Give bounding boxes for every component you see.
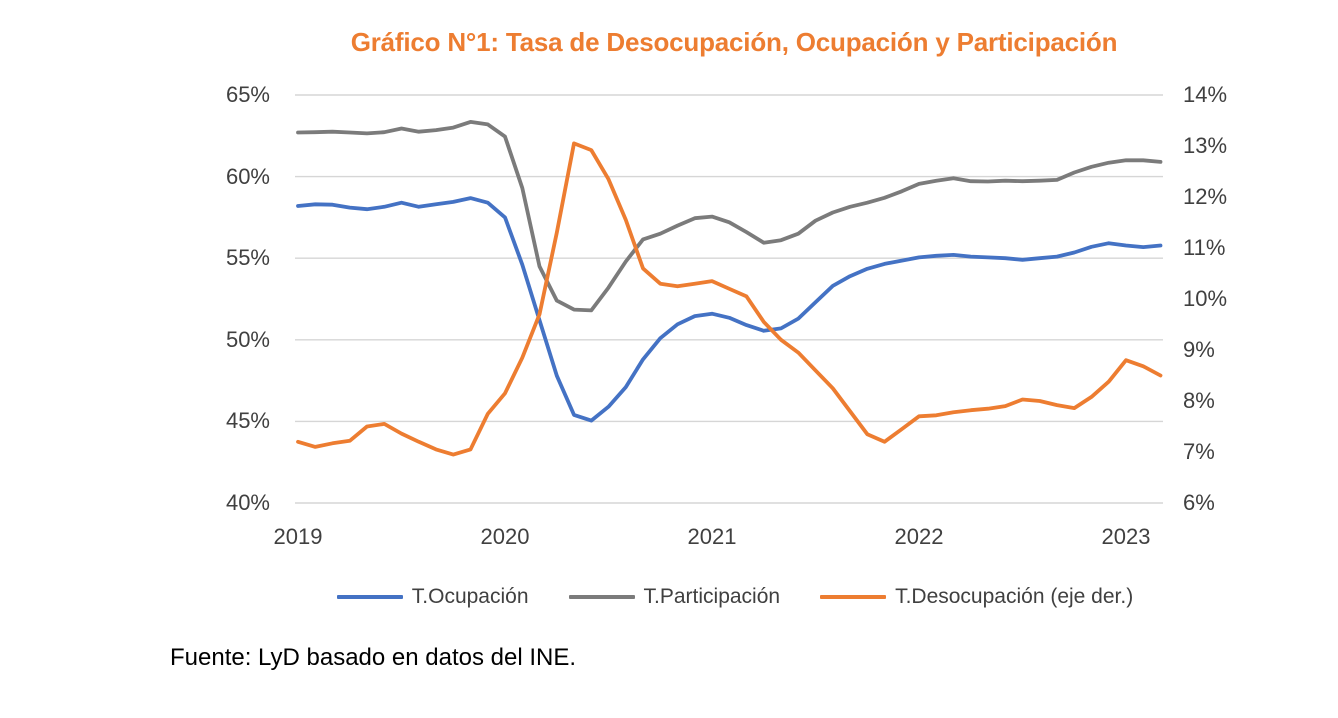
x-axis-tick: 2023 xyxy=(1101,524,1151,549)
legend-item-desocupacion: T.Desocupación (eje der.) xyxy=(820,585,1133,609)
legend: T.Ocupación T.Participación T.Desocupaci… xyxy=(295,585,1175,609)
legend-item-participacion: T.Participación xyxy=(568,585,781,609)
series-line-2 xyxy=(296,141,1163,457)
y-axis-left-tick: 55% xyxy=(225,245,270,271)
legend-line-ocupacion-icon xyxy=(336,595,403,599)
y-axis-right-tick: 10% xyxy=(1183,286,1228,311)
x-axis-tick: 2022 xyxy=(894,524,944,549)
legend-line-desocupacion-icon xyxy=(820,595,887,599)
x-axis-tick: 2020 xyxy=(480,524,530,549)
series-line-0 xyxy=(296,196,1163,423)
y-axis-right-tick: 9% xyxy=(1183,337,1215,362)
y-axis-right-tick: 13% xyxy=(1183,133,1228,158)
legend-label-ocupacion: T.Ocupación xyxy=(411,585,529,608)
legend-label-desocupacion: T.Desocupación (eje der.) xyxy=(895,585,1134,608)
y-axis-left-tick: 40% xyxy=(225,490,270,515)
y-axis-right-tick: 6% xyxy=(1183,490,1215,515)
y-axis-right-tick: 8% xyxy=(1183,388,1215,413)
source-note: Fuente: LyD basado en datos del INE. xyxy=(170,644,577,671)
legend-line-participacion-icon xyxy=(568,595,635,599)
legend-item-ocupacion: T.Ocupación xyxy=(336,585,529,609)
series-line-1 xyxy=(296,120,1163,313)
y-axis-right-tick: 12% xyxy=(1183,184,1228,209)
y-axis-right-tick: 11% xyxy=(1183,235,1226,260)
y-axis-left-tick: 50% xyxy=(225,326,270,352)
chart-title: Gráfico N°1: Tasa de Desocupación, Ocupa… xyxy=(350,27,1118,57)
legend-label-participacion: T.Participación xyxy=(643,585,781,608)
y-axis-left-tick: 60% xyxy=(225,163,270,189)
y-axis-left-tick: 45% xyxy=(225,408,270,434)
y-axis-right-tick: 7% xyxy=(1183,439,1215,464)
x-axis-tick: 2021 xyxy=(687,524,737,549)
y-axis-right-tick: 14% xyxy=(1183,82,1228,107)
y-axis-left-tick: 65% xyxy=(225,82,270,107)
x-axis-tick: 2019 xyxy=(273,524,323,549)
